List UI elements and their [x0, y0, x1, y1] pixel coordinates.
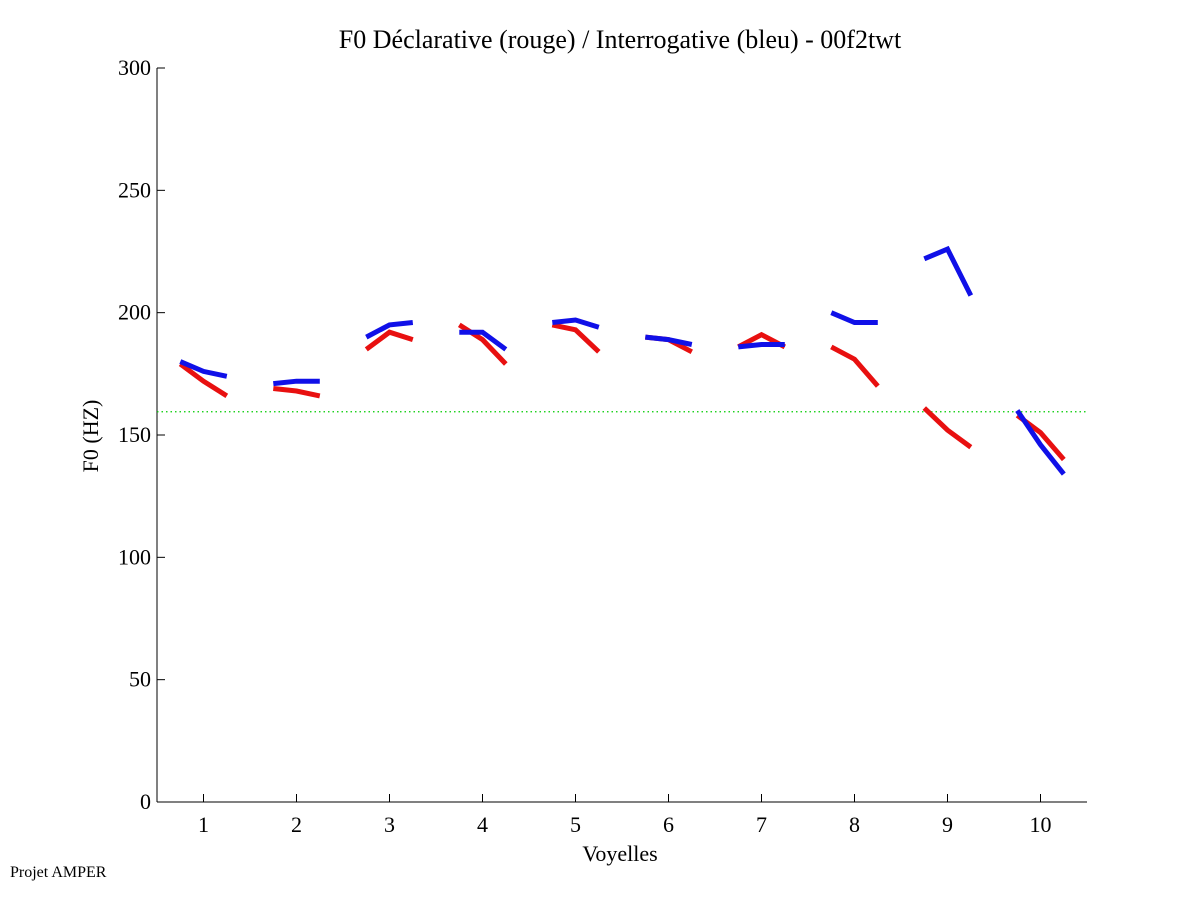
footer-credit: Projet AMPER	[10, 864, 107, 881]
plot-axes: 0 50 100 150 200 250 300 1 2 3 4 5 6 7 8 9 10	[118, 55, 1087, 837]
y-tick-label: 300	[118, 55, 151, 80]
chart-title: F0 Déclarative (rouge) / Interrogative (…	[339, 25, 902, 54]
x-tick-label: 5	[570, 812, 581, 837]
x-tick-label: 2	[291, 812, 302, 837]
declarative-segment-vowel-5	[551, 322, 601, 354]
interrogative-segment-vowel-3	[365, 320, 414, 340]
y-tick-label: 0	[140, 789, 151, 814]
interrogative-segment-vowel-10	[1015, 409, 1066, 476]
interrogative-segment-vowel-6	[645, 334, 693, 347]
x-axis-label: Voyelles	[582, 841, 657, 866]
interrogative-segment-vowel-9	[923, 245, 974, 297]
x-tick-label: 9	[942, 812, 953, 837]
y-tick-label: 100	[118, 544, 151, 569]
y-tick-label: 150	[118, 422, 151, 447]
declarative-segment-vowel-9	[922, 406, 973, 450]
x-tick-label: 3	[384, 812, 395, 837]
y-tick-label: 250	[118, 177, 151, 202]
interrogative-segment-vowel-4	[459, 329, 508, 352]
x-tick-label: 8	[849, 812, 860, 837]
declarative-segment-vowel-1	[178, 361, 229, 399]
declarative-segment-vowel-8	[830, 344, 880, 388]
series-group	[178, 245, 1066, 476]
x-tick-label: 7	[756, 812, 767, 837]
declarative-segment-vowel-3	[364, 329, 414, 352]
interrogative-segment-vowel-1	[179, 359, 228, 379]
y-tick-label: 200	[118, 300, 151, 325]
series-interrogative	[179, 245, 1066, 476]
y-axis-label: F0 (HZ)	[78, 400, 103, 473]
y-tick-label: 50	[129, 667, 151, 692]
x-tick-label: 1	[198, 812, 209, 837]
interrogative-segment-vowel-8	[830, 310, 878, 325]
interrogative-segment-vowel-5	[552, 317, 600, 330]
interrogative-segment-vowel-7	[738, 342, 785, 350]
declarative-segment-vowel-2	[273, 386, 321, 399]
x-tick-label: 6	[663, 812, 674, 837]
x-tick-label: 4	[477, 812, 488, 837]
x-tick-label: 10	[1030, 812, 1052, 837]
interrogative-segment-vowel-2	[273, 378, 320, 387]
